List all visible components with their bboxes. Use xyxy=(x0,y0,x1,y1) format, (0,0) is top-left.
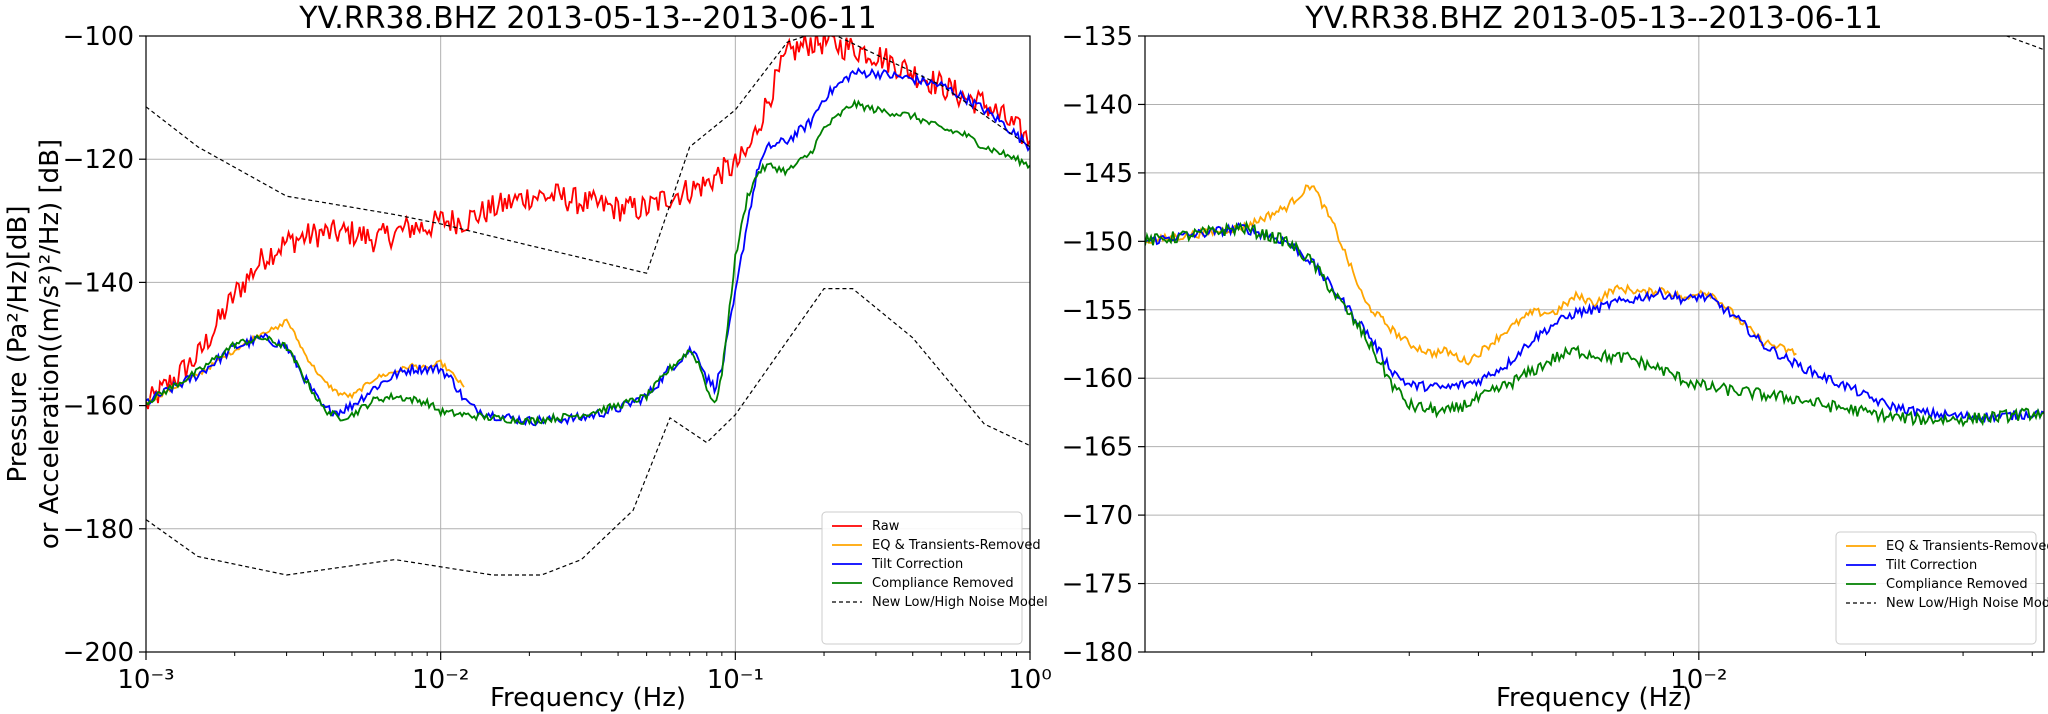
series-line xyxy=(146,36,1030,410)
series-line xyxy=(146,67,1030,427)
series-line xyxy=(146,288,1030,576)
y-tick-label: −120 xyxy=(63,145,134,175)
series-line xyxy=(1145,219,2044,428)
legend-label: Raw xyxy=(872,519,900,534)
y-tick-label: −180 xyxy=(63,515,134,545)
legend-label: EQ & Transients-Removed xyxy=(1886,539,2048,554)
y-tick-label: −135 xyxy=(1062,22,1133,52)
y-tick-label: −140 xyxy=(63,268,134,298)
left-series-group xyxy=(146,36,1030,576)
series-line xyxy=(146,98,1030,427)
legend-box xyxy=(1835,531,2037,645)
x-tick-label: 10⁻² xyxy=(412,665,469,695)
y-tick-label: −180 xyxy=(1062,638,1133,668)
y-tick-label: −160 xyxy=(1062,364,1133,394)
y-tick-label: −100 xyxy=(63,22,134,52)
left-legend: Raw EQ & Transients-Removed Tilt Correctio… xyxy=(821,511,1048,645)
y-tick-label: −170 xyxy=(1062,501,1133,531)
legend-label: New Low/High Noise Model xyxy=(1886,596,2048,611)
left-y-axis-label-line2: or Acceleration((m/s²)²/Hz) [dB] xyxy=(35,139,65,549)
x-tick-label: 10⁻¹ xyxy=(707,665,764,695)
legend-label: Compliance Removed xyxy=(872,576,1014,591)
right-x-axis-label: Frequency (Hz) xyxy=(1496,683,1692,713)
legend-label: Compliance Removed xyxy=(1886,577,2028,592)
right-legend: EQ & Transients-Removed Tilt Correction Co… xyxy=(1835,531,2048,645)
left-chart-title: YV.RR38.BHZ 2013-05-13--2013-06-11 xyxy=(298,1,877,36)
y-tick-label: −140 xyxy=(1062,90,1133,120)
legend-label: EQ & Transients-Removed xyxy=(872,538,1041,553)
series-line xyxy=(1145,184,1797,366)
right-series-group xyxy=(1145,36,2044,428)
legend-label: Tilt Correction xyxy=(871,557,963,572)
right-ticks: −180 −175 −170 −165 −160 −155 −150 −145 −140 −135… xyxy=(1062,22,2033,695)
left-plot-frame xyxy=(145,35,1031,653)
left-y-axis-label-line1: Pressure (Pa²/Hz)[dB] xyxy=(3,205,33,482)
x-tick-label: 10⁻³ xyxy=(117,665,174,695)
y-tick-label: −200 xyxy=(63,638,134,668)
series-line xyxy=(1145,222,2044,424)
right-plot-frame xyxy=(1144,35,2045,653)
y-tick-label: −160 xyxy=(63,392,134,422)
y-tick-label: −165 xyxy=(1062,433,1133,463)
series-line xyxy=(146,36,1030,274)
y-tick-label: −145 xyxy=(1062,159,1133,189)
x-tick-label: 10⁰ xyxy=(1008,665,1052,695)
right-chart-title: YV.RR38.BHZ 2013-05-13--2013-06-11 xyxy=(1304,1,1883,36)
left-ticks: −200 −180 −160 −140 −120 −100 10⁻³ 10⁻² 10⁻¹ 10⁰ xyxy=(63,22,1052,695)
y-tick-label: −155 xyxy=(1062,296,1133,326)
x-tick-label: 10⁻² xyxy=(1670,665,1727,695)
legend-label: New Low/High Noise Model xyxy=(872,595,1048,610)
right-chart: −180 −175 −170 −165 −160 −155 −150 −145 −140 −135… xyxy=(1062,1,2048,713)
y-tick-label: −175 xyxy=(1062,570,1133,600)
left-x-axis-label: Frequency (Hz) xyxy=(490,683,686,713)
y-tick-label: −150 xyxy=(1062,227,1133,257)
legend-label: Tilt Correction xyxy=(1885,558,1977,573)
legend-box xyxy=(821,511,1023,645)
